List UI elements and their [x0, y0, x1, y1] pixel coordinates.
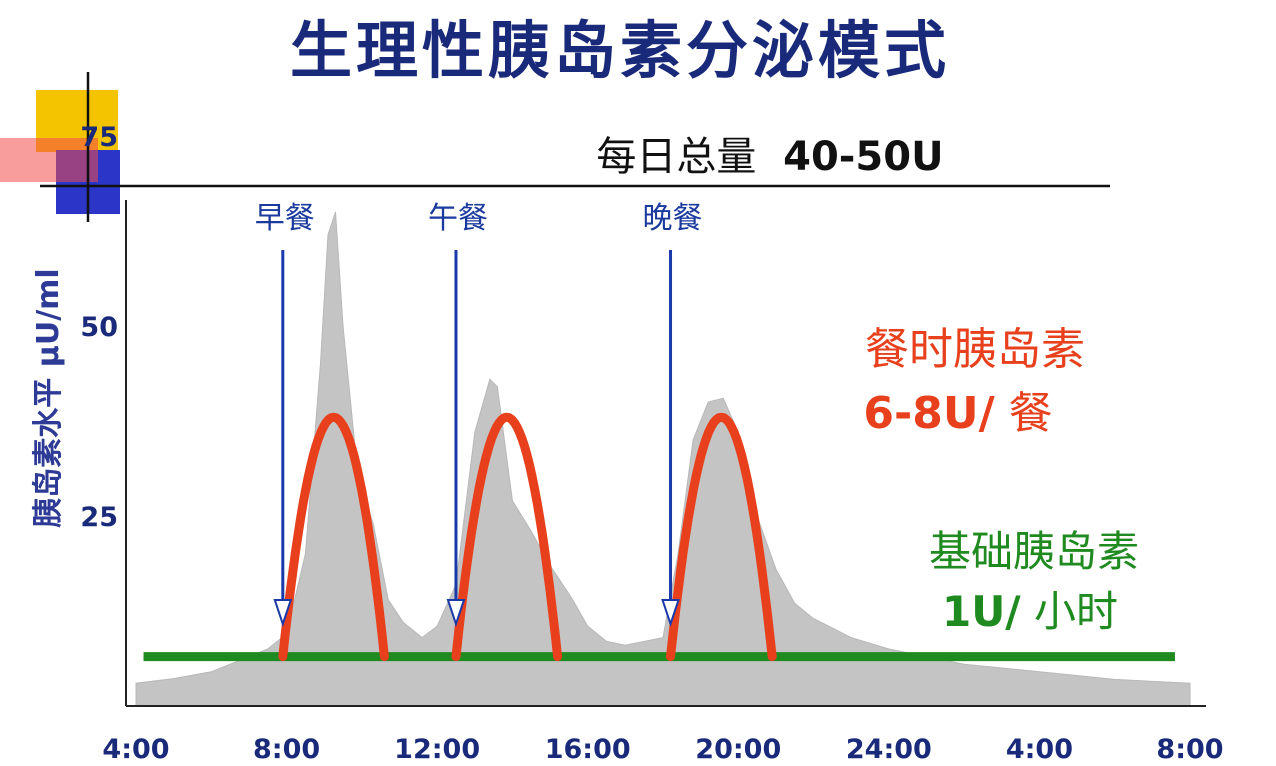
chart-subtitle: 每日总量 40-50U: [596, 134, 943, 180]
x-tick-label: 12:00: [394, 734, 480, 765]
slide-decoration: [0, 72, 1110, 222]
decor-red-bar: [0, 138, 98, 182]
physiological-secretion-area: [135, 211, 1191, 707]
daily-total-value: 40-50U: [783, 134, 943, 180]
basal-insulin-dose: 1U/ 小时: [942, 587, 1118, 636]
x-tick-label: 4:00: [102, 734, 169, 765]
basal-insulin-dose-unit: 小时: [1034, 587, 1118, 636]
meal-insulin-dose-unit: 餐: [1009, 388, 1053, 439]
y-axis-label: 胰岛素水平 μU/ml: [31, 268, 66, 527]
chart-title: 生理性胰岛素分泌模式: [290, 14, 950, 87]
x-tick-label: 16:00: [545, 734, 631, 765]
meal-label: 晚餐: [643, 201, 703, 236]
meal-arrow-head: [661, 599, 680, 628]
y-tick-label: 75: [80, 122, 118, 153]
meal-insulin-dose-value: 6-8U/: [863, 388, 995, 439]
y-tick-label: 25: [80, 502, 118, 533]
x-tick-label: 8:00: [253, 734, 320, 765]
basal-insulin-dose-value: 1U/: [942, 587, 1021, 636]
meal-insulin-dose: 6-8U/ 餐: [863, 388, 1052, 439]
y-tick-label: 50: [80, 312, 118, 343]
meal-insulin-curve: [451, 412, 563, 662]
tick-labels: 4:00 8:00 12:00 16:00 20:00 24:00 4:00 8:00 25 50…: [80, 122, 1223, 765]
plot-area: [135, 211, 1191, 707]
x-tick-label: 4:00: [1006, 734, 1073, 765]
meal-insulin-curve: [278, 412, 389, 662]
x-tick-label: 24:00: [846, 734, 932, 765]
meal-arrow-head: [273, 599, 293, 628]
x-tick-label: 20:00: [695, 734, 781, 765]
meal-label: 午餐: [428, 201, 488, 236]
meal-insulin-label: 餐时胰岛素: [865, 324, 1085, 375]
meal-insulin-curve: [666, 412, 777, 662]
meal-label: 早餐: [255, 201, 315, 236]
meal-arrow-head: [446, 599, 466, 628]
x-tick-label: 8:00: [1156, 734, 1223, 765]
daily-total-label: 每日总量: [596, 134, 756, 180]
basal-insulin-label: 基础胰岛素: [929, 527, 1139, 576]
meal-markers: 早餐 午餐 晚餐: [255, 201, 703, 628]
